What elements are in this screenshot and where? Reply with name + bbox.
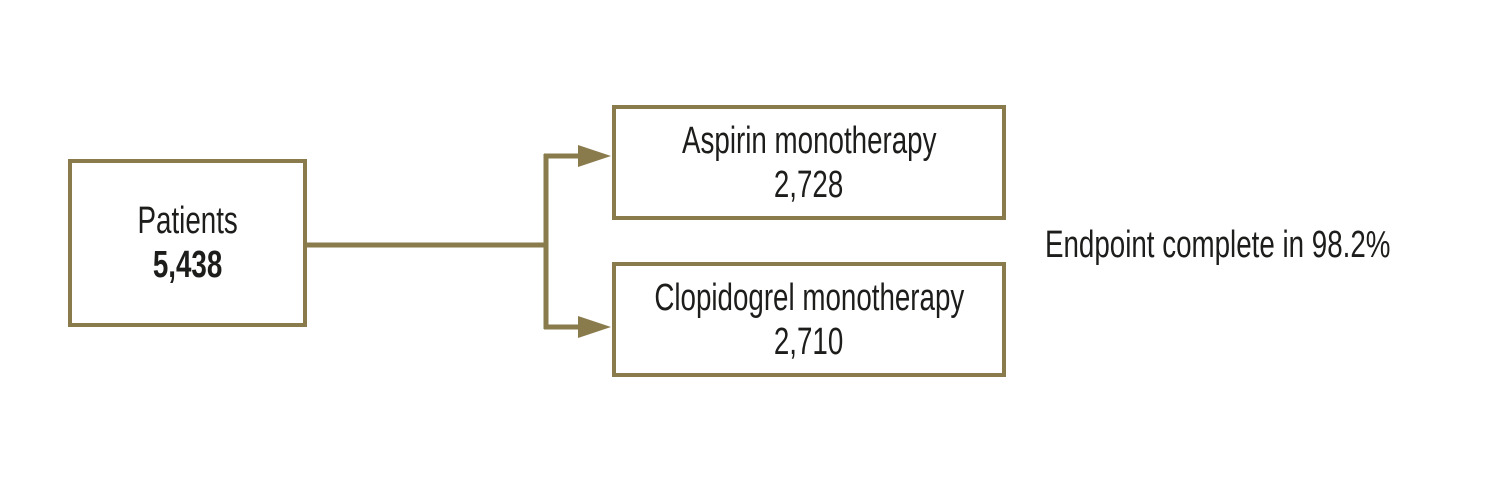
aspirin-box-label: Aspirin monotherapy (681, 119, 937, 162)
clopidogrel-monotherapy-box: Clopidogrel monotherapy 2,710 (612, 262, 1006, 377)
patients-box-label: Patients (137, 200, 238, 242)
aspirin-box-value: 2,728 (774, 163, 844, 206)
clopidogrel-box-value: 2,710 (774, 320, 844, 363)
patients-box: Patients 5,438 (68, 159, 307, 327)
endpoint-annotation: Endpoint complete in 98.2% (1045, 224, 1391, 266)
arrowhead-top-icon (578, 145, 611, 167)
aspirin-monotherapy-box: Aspirin monotherapy 2,728 (612, 105, 1006, 220)
arrowhead-bottom-icon (578, 316, 611, 338)
clopidogrel-box-label: Clopidogrel monotherapy (654, 276, 964, 319)
patients-box-value: 5,438 (152, 244, 223, 286)
